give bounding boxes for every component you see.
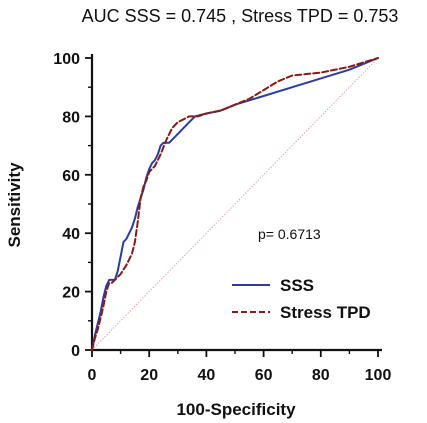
y-tick-label: 80: [62, 109, 80, 126]
y-tick-label: 60: [62, 168, 80, 185]
p-value-annotation: p= 0.6713: [258, 226, 321, 242]
x-axis-label: 100-Specificity: [176, 400, 296, 419]
legend-label-stress-tpd: Stress TPD: [280, 303, 371, 322]
y-tick-label: 0: [71, 343, 80, 360]
reference-diagonal-line: [91, 57, 379, 351]
legend-label-sss: SSS: [280, 276, 314, 295]
x-tick-label: 100: [365, 367, 392, 384]
y-axis-label: Sensitivity: [5, 162, 24, 248]
chart-title: AUC SSS = 0.745 , Stress TPD = 0.753: [82, 6, 399, 26]
legend: SSS Stress TPD: [232, 276, 371, 322]
y-tick-label: 40: [62, 226, 80, 243]
x-tick-label: 80: [312, 367, 330, 384]
x-tick-label: 60: [255, 367, 273, 384]
x-tick-label: 20: [140, 367, 158, 384]
y-tick-label: 100: [53, 51, 80, 68]
x-tick-label: 40: [198, 367, 216, 384]
series-line-stress-tpd: [91, 57, 379, 351]
y-tick-label: 20: [62, 285, 80, 302]
plot-area: 0 20 40 60 80 100 0 20 40 60 80 100: [53, 51, 391, 384]
x-tick-label: 0: [88, 367, 97, 384]
